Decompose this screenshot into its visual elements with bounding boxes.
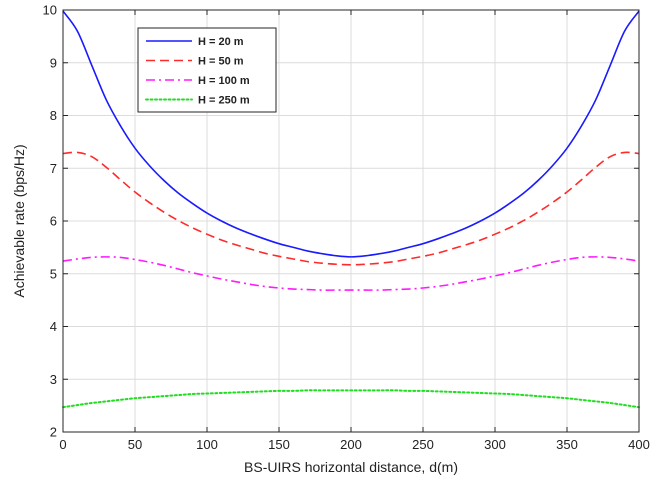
y-tick-label: 6 [50,214,57,229]
legend-label-h-20-m: H = 20 m [198,36,244,48]
x-tick-label: 300 [484,437,506,452]
y-tick-label: 2 [50,425,57,440]
y-tick-label: 3 [50,372,57,387]
y-axis-label: Achievable rate (bps/Hz) [11,144,27,297]
y-tick-label: 9 [50,55,57,70]
legend-label-h-50-m: H = 50 m [198,56,244,68]
y-tick-label: 7 [50,161,57,176]
legend-label-h-250-m: H = 250 m [198,95,250,107]
x-tick-label: 100 [196,437,218,452]
ticks: 0 50 100 150 200 250 300 350 400 2 3 4 5 6 7 8 9 10 [43,3,650,453]
x-tick-label: 200 [340,437,362,452]
x-axis-label: BS-UIRS horizontal distance, d(m) [244,459,458,475]
series-group [62,10,640,409]
x-tick-label: 250 [412,437,434,452]
y-tick-label: 4 [50,319,57,334]
series-line-h-250-m [62,389,640,409]
legend-box [137,27,277,113]
x-tick-label: 400 [628,437,650,452]
series-line-h-100-m [62,256,640,291]
x-tick-label: 350 [556,437,578,452]
legend-label-h-100-m: H = 100 m [198,75,250,87]
x-tick-label: 0 [59,437,66,452]
legend: H = 20 m H = 50 m H = 100 m H = 250 m [137,27,277,113]
x-tick-label: 50 [128,437,142,452]
x-tick-label: 150 [268,437,290,452]
y-tick-label: 5 [50,266,57,281]
series-line-h-50-m [62,151,640,266]
series-line-h-20-m [62,10,640,258]
y-tick-label: 10 [43,3,57,18]
y-tick-label: 8 [50,108,57,123]
